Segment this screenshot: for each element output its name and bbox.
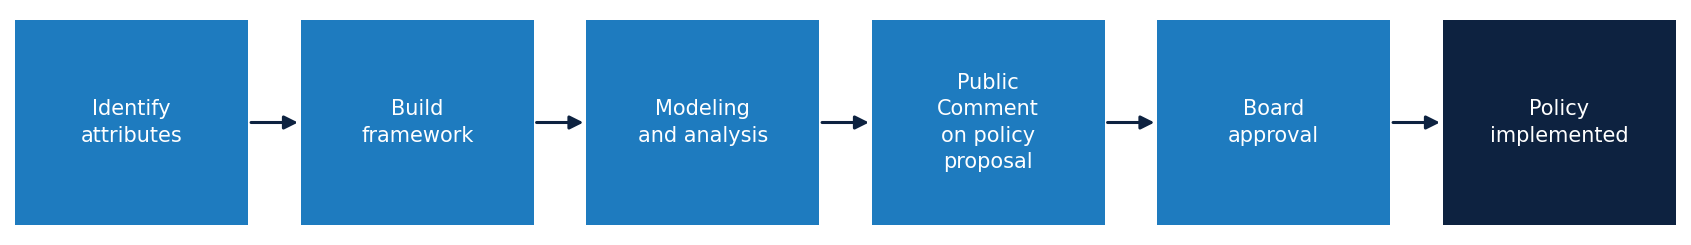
Text: Identify
attributes: Identify attributes	[81, 99, 183, 146]
Text: Build
framework: Build framework	[362, 99, 473, 146]
FancyBboxPatch shape	[1442, 20, 1676, 225]
FancyBboxPatch shape	[1157, 20, 1390, 225]
Text: Policy
implemented: Policy implemented	[1490, 99, 1628, 146]
FancyBboxPatch shape	[873, 20, 1104, 225]
FancyBboxPatch shape	[301, 20, 534, 225]
Text: Board
approval: Board approval	[1228, 99, 1319, 146]
FancyBboxPatch shape	[587, 20, 820, 225]
Text: Modeling
and analysis: Modeling and analysis	[638, 99, 768, 146]
Text: Public
Comment
on policy
proposal: Public Comment on policy proposal	[937, 73, 1040, 172]
FancyBboxPatch shape	[15, 20, 249, 225]
